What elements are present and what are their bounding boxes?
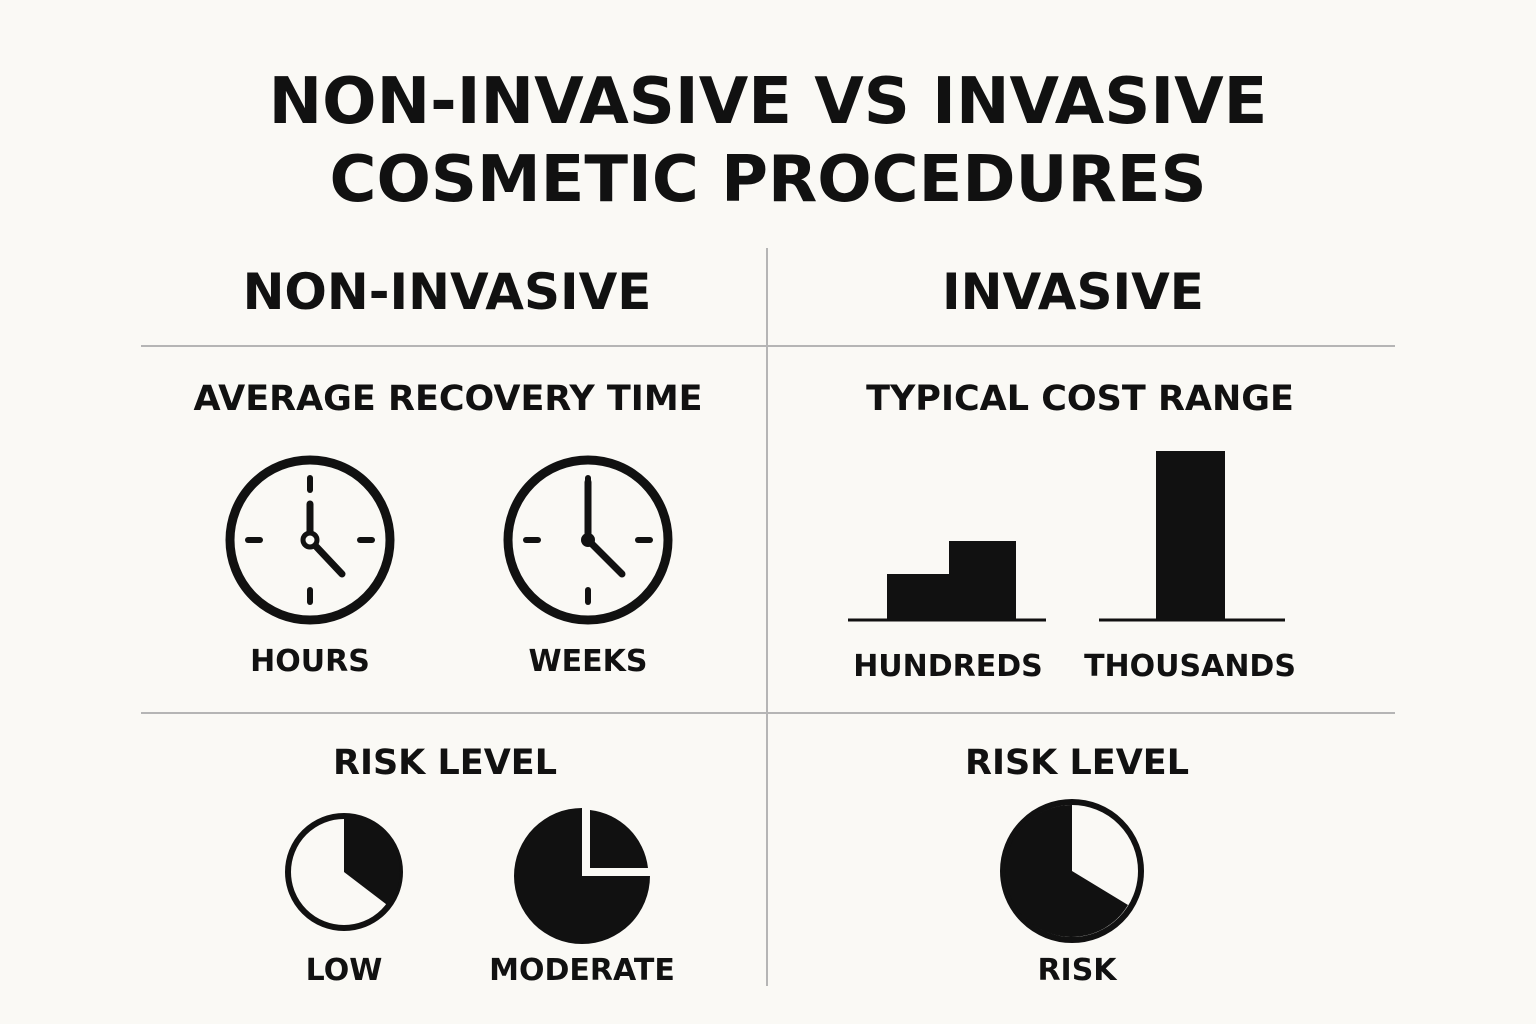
- risk-label-risk: RISK: [1037, 953, 1117, 988]
- cost-label-thousands: THOUSANDS: [1084, 649, 1296, 684]
- risk-label-moderate: MODERATE: [489, 953, 675, 988]
- clock-icon: [225, 455, 395, 625]
- horizontal-divider-top: [141, 345, 1395, 347]
- stepped-bar-icon: [848, 541, 1046, 622]
- recovery-heading: AVERAGE RECOVERY TIME: [193, 379, 703, 419]
- recovery-label-weeks: WEEKS: [528, 644, 648, 679]
- title-line-1: NON-INVASIVE VS INVASIVE: [268, 65, 1268, 139]
- pie-risk-icon: [1000, 799, 1144, 943]
- column-heading-invasive: INVASIVE: [942, 263, 1204, 321]
- risk-heading-invasive: RISK LEVEL: [965, 743, 1189, 783]
- pie-moderate-icon: [514, 808, 650, 944]
- title-line-2: COSMETIC PROCEDURES: [329, 143, 1207, 217]
- pie-low-icon: [285, 813, 403, 931]
- clock-icon: [503, 455, 673, 625]
- recovery-label-hours: HOURS: [250, 644, 370, 679]
- cost-label-hundreds: HUNDREDS: [853, 649, 1043, 684]
- risk-heading-non-invasive: RISK LEVEL: [333, 743, 557, 783]
- vertical-divider: [766, 248, 768, 986]
- cost-heading: TYPICAL COST RANGE: [866, 379, 1294, 419]
- column-heading-non-invasive: NON-INVASIVE: [242, 263, 652, 321]
- risk-label-low: LOW: [305, 953, 383, 988]
- horizontal-divider-middle: [141, 712, 1395, 714]
- tall-bar-icon: [1099, 451, 1285, 622]
